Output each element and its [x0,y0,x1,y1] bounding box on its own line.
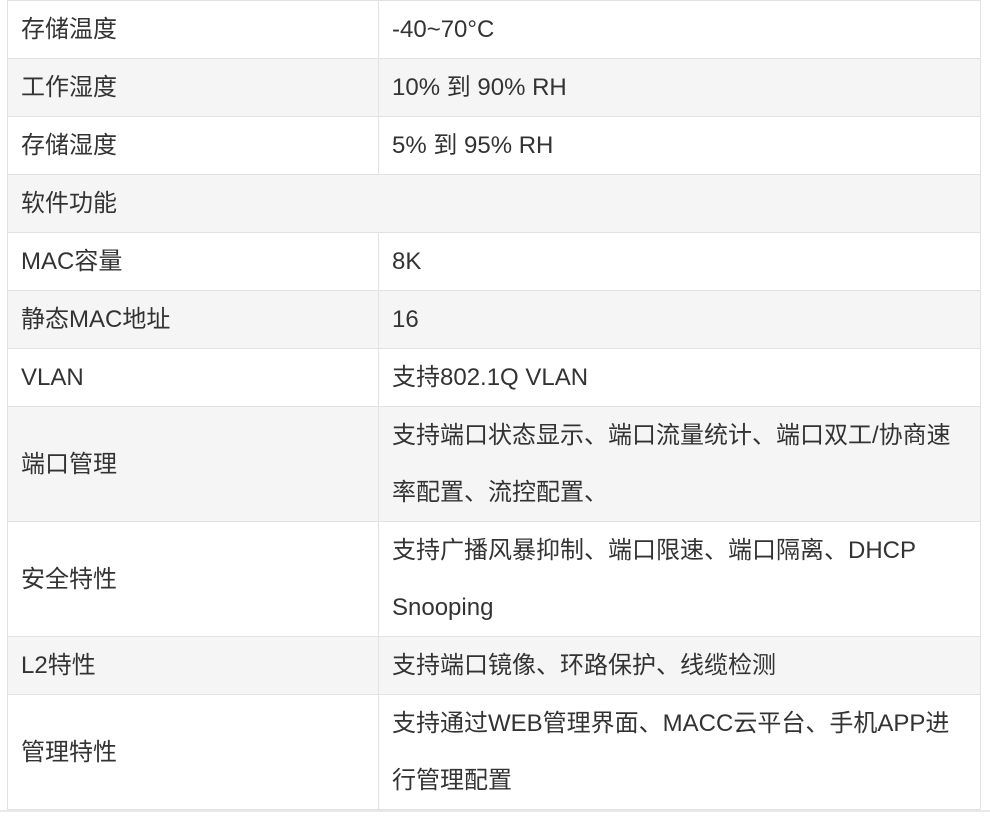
spec-row-label: MAC容量 [7,232,379,291]
spec-row-label: 存储温度 [7,0,379,59]
spec-row-value: 支持广播风暴抑制、端口限速、端口隔离、DHCP Snooping [378,521,981,637]
spec-row-value: 5% 到 95% RH [378,116,981,175]
spec-row-label: VLAN [7,348,379,407]
spec-row: L2特性 支持端口镜像、环路保护、线缆检测 [7,636,981,695]
spec-row-value: 10% 到 90% RH [378,58,981,117]
spec-row-value: 8K [378,232,981,291]
spec-row: 管理特性 支持通过WEB管理界面、MACC云平台、手机APP进行管理配置 [7,694,981,810]
spec-row-label: 存储湿度 [7,116,379,175]
spec-row-label: 静态MAC地址 [7,290,379,349]
spec-row: 存储温度 -40~70°C [7,0,981,59]
spec-row: VLAN 支持802.1Q VLAN [7,348,981,407]
spec-row-value: 支持端口镜像、环路保护、线缆检测 [378,636,981,695]
section-row-label: 软件功能 [7,174,981,233]
spec-row-label: 端口管理 [7,406,379,522]
spec-row-label: 管理特性 [7,694,379,810]
spec-row: MAC容量 8K [7,232,981,291]
spec-row: 工作湿度 10% 到 90% RH [7,58,981,117]
spec-row-value: 支持通过WEB管理界面、MACC云平台、手机APP进行管理配置 [378,694,981,810]
spec-row: 端口管理 支持端口状态显示、端口流量统计、端口双工/协商速率配置、流控配置、 [7,406,981,522]
spec-row-label: 工作湿度 [7,58,379,117]
spec-sheet: 存储温度 -40~70°C 工作湿度 10% 到 90% RH 存储湿度 5% … [0,0,990,812]
spec-row: 静态MAC地址 16 [7,290,981,349]
spec-row-value: 支持端口状态显示、端口流量统计、端口双工/协商速率配置、流控配置、 [378,406,981,522]
spec-row: 安全特性 支持广播风暴抑制、端口限速、端口隔离、DHCP Snooping [7,521,981,637]
spec-row-label: L2特性 [7,636,379,695]
spec-row-value: 16 [378,290,981,349]
spec-row: 存储湿度 5% 到 95% RH [7,116,981,175]
spec-row-label: 安全特性 [7,521,379,637]
section-row: 软件功能 [7,174,981,233]
bottom-divider [0,810,990,812]
spec-table-body: 存储温度 -40~70°C 工作湿度 10% 到 90% RH 存储湿度 5% … [7,0,981,810]
spec-table: 存储温度 -40~70°C 工作湿度 10% 到 90% RH 存储湿度 5% … [7,0,981,810]
spec-row-value: -40~70°C [378,0,981,59]
spec-row-value: 支持802.1Q VLAN [378,348,981,407]
